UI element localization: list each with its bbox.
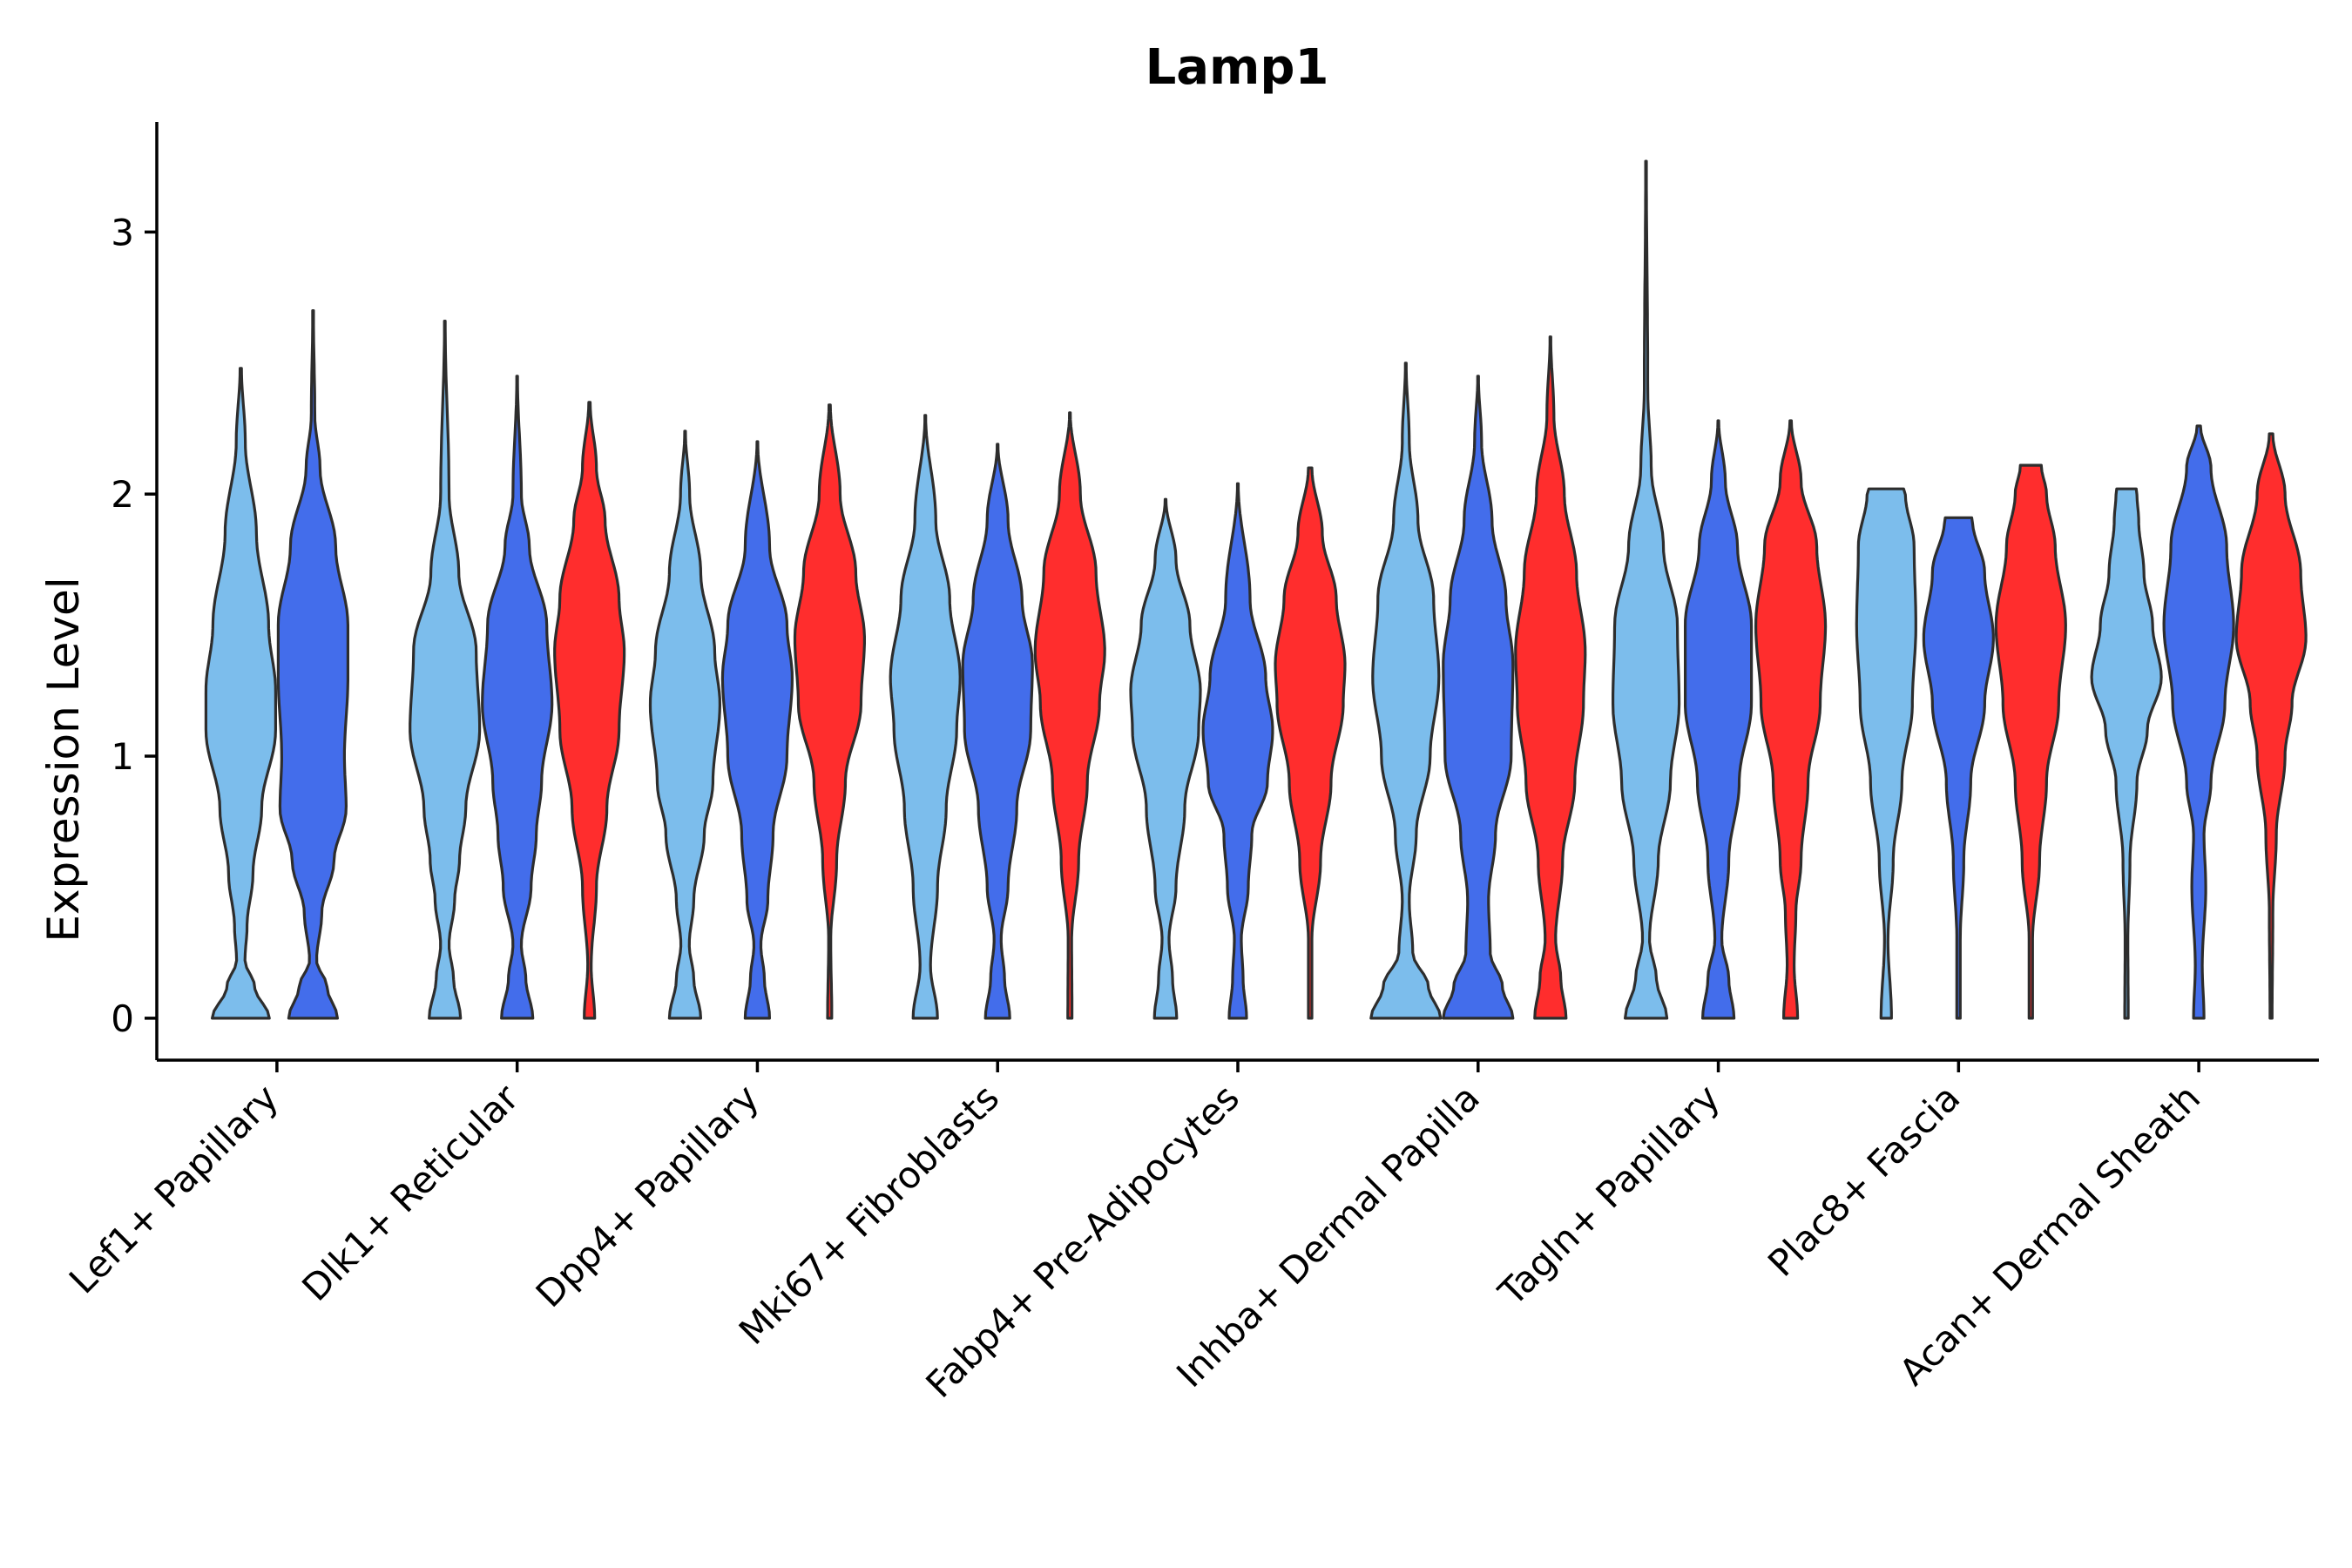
violin-group-6 <box>1369 335 1587 1020</box>
violin-group-9 <box>2090 424 2308 1020</box>
violin-group-7 <box>1612 159 1828 1020</box>
chart-title: Lamp1 <box>1146 39 1329 96</box>
y-axis-label: Expression Level <box>38 577 89 942</box>
violin-light <box>889 414 962 1020</box>
violin-light <box>204 367 277 1020</box>
violin-group-1 <box>204 309 349 1020</box>
violin-medium <box>1684 419 1754 1020</box>
violin-red <box>1274 466 1347 1020</box>
violin-light <box>1369 362 1443 1020</box>
violin-medium <box>276 309 349 1020</box>
violin-light <box>1855 487 1917 1020</box>
violin-medium <box>1922 516 1995 1020</box>
violin-group-8 <box>1855 463 2067 1020</box>
plot-area <box>204 159 2308 1020</box>
violin-medium <box>2162 424 2235 1020</box>
violin-group-5 <box>1129 466 1347 1020</box>
violin-red <box>553 401 626 1020</box>
violin-group-2 <box>409 320 626 1020</box>
violin-medium <box>720 440 794 1020</box>
x-tick-label: Plac8+ Fascia <box>1760 1076 1968 1284</box>
y-tick-label: 0 <box>111 997 134 1040</box>
violin-group-4 <box>889 411 1106 1020</box>
violin-light <box>409 320 482 1020</box>
violin-light <box>1129 497 1202 1020</box>
violin-red <box>2234 432 2308 1020</box>
violin-medium <box>961 443 1034 1020</box>
violin-red <box>1514 335 1587 1020</box>
violin-light <box>1612 159 1681 1020</box>
violin-red <box>1994 463 2067 1020</box>
violin-group-3 <box>648 403 866 1020</box>
violin-medium <box>481 375 554 1020</box>
violin-light <box>648 429 721 1020</box>
y-tick-label: 2 <box>111 473 134 516</box>
y-tick-label: 3 <box>111 211 134 253</box>
violin-red <box>1754 419 1828 1020</box>
x-tick-label: Lef1+ Papillary <box>61 1076 287 1301</box>
violin-red <box>1033 411 1106 1020</box>
violin-medium <box>1442 375 1515 1020</box>
violin-medium <box>1201 482 1274 1020</box>
violin-light <box>2090 487 2163 1020</box>
x-tick-label: Dpp4+ Papillary <box>528 1076 767 1315</box>
x-tick-label: Dlk1+ Reticular <box>294 1076 527 1309</box>
x-tick-label: Mki67+ Fibroblasts <box>731 1076 1007 1352</box>
x-tick-label: Tagln+ Papillary <box>1490 1076 1727 1314</box>
violin-red <box>793 403 866 1020</box>
y-tick-label: 1 <box>111 735 134 778</box>
